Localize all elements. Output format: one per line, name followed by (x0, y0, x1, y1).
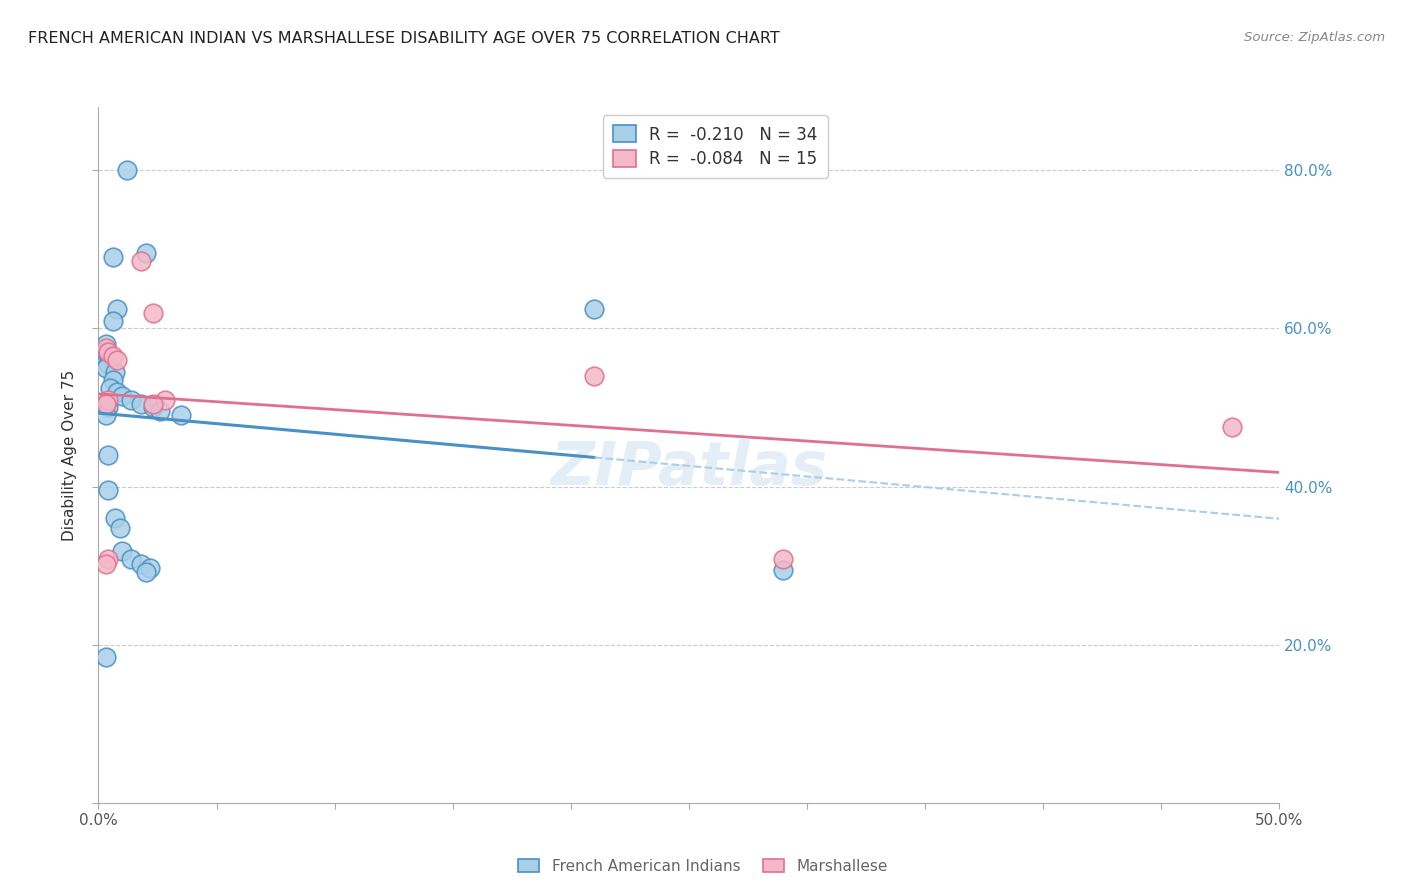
Point (111, 389, 134, 403)
Point (149, 404, 172, 418)
Point (153, 392, 176, 407)
Point (94, 396, 117, 410)
Y-axis label: Disability Age Over 75: Disability Age Over 75 (62, 369, 77, 541)
Point (108, 521, 131, 535)
Point (94, 409, 117, 423)
Legend: French American Indians, Marshallese: French American Indians, Marshallese (512, 853, 894, 880)
Point (97, 448, 120, 462)
Point (142, 396, 165, 410)
Point (104, 365, 127, 379)
Point (101, 373, 124, 387)
Point (97, 401, 120, 415)
Point (115, 163, 138, 178)
Point (94, 341, 117, 355)
Point (98, 381, 121, 395)
Point (104, 511, 127, 525)
Point (98, 349, 121, 363)
Point (105, 384, 128, 399)
Text: ZIPatlas: ZIPatlas (550, 440, 828, 499)
Point (94, 557, 117, 571)
Point (170, 409, 193, 423)
Point (772, 552, 794, 566)
Text: Source: ZipAtlas.com: Source: ZipAtlas.com (1244, 31, 1385, 45)
Point (583, 368, 606, 383)
Point (583, 301, 606, 316)
Point (142, 305, 165, 319)
Point (101, 313, 124, 327)
Point (97, 552, 120, 566)
Point (94, 649, 117, 664)
Point (142, 401, 165, 415)
Point (101, 250, 124, 264)
Point (111, 544, 134, 558)
Point (105, 301, 128, 316)
Point (105, 353, 128, 368)
Point (101, 349, 124, 363)
Point (121, 392, 143, 407)
Point (139, 561, 162, 575)
Point (94, 337, 117, 351)
Point (94, 345, 117, 359)
Point (121, 552, 143, 566)
Point (1220, 420, 1243, 434)
Point (97, 392, 120, 407)
Point (129, 396, 152, 410)
Point (97, 345, 120, 359)
Legend: R =  -0.210   N = 34, R =  -0.084   N = 15: R = -0.210 N = 34, R = -0.084 N = 15 (603, 115, 828, 178)
Point (135, 565, 157, 579)
Point (135, 246, 157, 260)
Point (94, 360, 117, 375)
Point (129, 557, 152, 571)
Point (97, 483, 120, 498)
Point (97, 357, 120, 371)
Text: FRENCH AMERICAN INDIAN VS MARSHALLESE DISABILITY AGE OVER 75 CORRELATION CHART: FRENCH AMERICAN INDIAN VS MARSHALLESE DI… (28, 31, 780, 46)
Point (129, 254, 152, 268)
Point (772, 563, 794, 577)
